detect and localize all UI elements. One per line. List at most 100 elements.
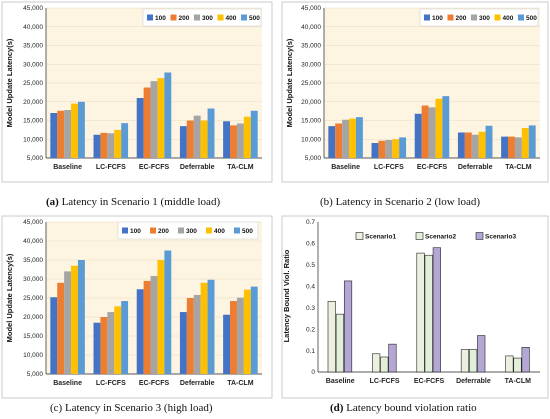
caption-text: (c) Latency in Scenario 3 (high load) xyxy=(50,402,213,414)
bar-lc-fcfs-200 xyxy=(100,317,108,374)
bar-lc-fcfs-500 xyxy=(399,137,407,158)
bar-baseline-100 xyxy=(328,126,336,158)
panel-frame xyxy=(281,215,549,399)
y-tick-label: 0.3 xyxy=(306,305,315,312)
bar-lc-fcfs-200 xyxy=(378,140,386,158)
caption: (d) Latency bound violation ratio xyxy=(330,402,477,414)
y-tick-label: 0.5 xyxy=(306,262,315,269)
legend-swatch xyxy=(217,14,224,21)
x-category-label: LC-FCFS xyxy=(370,378,400,385)
legend-a: 100 200 300 400 500 xyxy=(142,8,262,27)
bar-baseline-200 xyxy=(335,123,343,158)
y-tick-label: 30,000 xyxy=(23,61,43,68)
bar-ta-clm-300 xyxy=(236,123,244,158)
bar-ec-fcfs-100 xyxy=(136,289,144,374)
legend-swatch xyxy=(194,14,200,21)
bar-baseline-300 xyxy=(64,271,72,374)
legend-swatch xyxy=(475,232,484,240)
caption-label: (d) xyxy=(330,402,344,414)
bar-deferrable-300 xyxy=(193,294,201,374)
bar-ec-fcfs-400 xyxy=(435,98,443,158)
y-tick-label: 45,000 xyxy=(23,219,43,226)
bar-ta-clm-400 xyxy=(243,116,251,158)
legend-swatch xyxy=(424,14,430,21)
legend-swatch xyxy=(206,227,212,234)
bar-ec-fcfs-scenario2 xyxy=(424,254,433,373)
x-category-label: EC-FCFS xyxy=(139,164,170,171)
legend-box xyxy=(419,8,539,27)
y-tick-label: 25,000 xyxy=(301,80,321,87)
x-category-label: TA-CLM xyxy=(505,378,531,385)
bar-lc-fcfs-200 xyxy=(100,132,108,158)
bar-baseline-300 xyxy=(64,110,72,158)
y-tick-label: 45,000 xyxy=(301,5,321,12)
caption-text: Latency in Scenario 1 (middle load) xyxy=(59,196,221,208)
bar-ec-fcfs-300 xyxy=(428,107,436,158)
legend-swatch xyxy=(122,227,128,234)
bar-ta-clm-400 xyxy=(243,289,251,374)
bar-deferrable-300 xyxy=(193,115,201,158)
bar-deferrable-400 xyxy=(200,282,208,374)
bar-lc-fcfs-scenario3 xyxy=(388,343,397,373)
legend-swatch xyxy=(150,227,156,234)
bar-ec-fcfs-200 xyxy=(143,87,151,158)
legend-label-100: 100 xyxy=(130,228,141,235)
caption-text: Latency bound violation ratio xyxy=(343,402,477,414)
y-tick-label: 35,000 xyxy=(23,257,43,264)
legend-label-scenario1: Scenario1 xyxy=(365,233,396,240)
legend-swatch xyxy=(415,232,424,240)
legend-label-100: 100 xyxy=(432,15,443,22)
y-tick-label: 5,000 xyxy=(27,155,44,162)
legend-swatch xyxy=(234,227,240,234)
x-category-label: EC-FCFS xyxy=(414,378,445,385)
bar-lc-fcfs-300 xyxy=(107,312,115,374)
legend-label-200: 200 xyxy=(179,15,190,22)
bar-lc-fcfs-scenario1 xyxy=(372,353,381,373)
bar-ta-clm-500 xyxy=(250,110,258,158)
bar-baseline-scenario2 xyxy=(335,313,344,373)
bar-lc-fcfs-100 xyxy=(371,143,379,158)
bar-ec-fcfs-300 xyxy=(150,275,158,374)
legend-label-500: 500 xyxy=(249,15,260,22)
bar-ta-clm-200 xyxy=(230,125,237,158)
y-tick-label: 20,000 xyxy=(301,99,321,106)
y-tick-label: 30,000 xyxy=(23,276,43,283)
x-category-label: LC-FCFS xyxy=(96,164,126,171)
y-tick-label: 20,000 xyxy=(23,314,43,321)
bar-ec-fcfs-200 xyxy=(143,280,151,374)
bar-baseline-200 xyxy=(57,110,65,158)
legend-label-300: 300 xyxy=(186,228,197,235)
legend-d: Scenario1 Scenario2 Scenario3 xyxy=(355,232,516,240)
bar-baseline-300 xyxy=(342,119,350,158)
bar-ta-clm-100 xyxy=(223,121,231,158)
y-axis-label: Model Update Latency(s) xyxy=(285,38,294,127)
bar-ta-clm-300 xyxy=(514,137,522,158)
chart-panel-3: 5,000 10,000 15,000 20,000 25,000 30,000 35,00… xyxy=(1,215,273,414)
bar-ec-fcfs-scenario1 xyxy=(416,252,425,373)
legend-label-100: 100 xyxy=(155,15,166,22)
bar-baseline-200 xyxy=(57,282,65,374)
legend-box xyxy=(142,8,262,27)
bar-deferrable-100 xyxy=(457,132,465,158)
bar-ta-clm-200 xyxy=(508,136,515,158)
x-category-label: Deferrable xyxy=(180,164,215,171)
bar-deferrable-100 xyxy=(179,312,187,374)
x-category-label: Baseline xyxy=(331,164,360,171)
bar-ec-fcfs-200 xyxy=(421,105,429,158)
bar-ec-fcfs-500 xyxy=(164,250,172,374)
y-tick-label: 5,000 xyxy=(27,371,44,378)
bar-lc-fcfs-scenario2 xyxy=(380,356,389,373)
legend-swatch xyxy=(355,232,364,240)
y-tick-label: 30,000 xyxy=(301,61,321,68)
bar-lc-fcfs-400 xyxy=(114,129,122,158)
legend-label-500: 500 xyxy=(242,228,253,235)
y-tick-label: 0.7 xyxy=(306,219,315,226)
bar-ec-fcfs-100 xyxy=(414,113,422,158)
caption: (b) Latency in Scenario 2 (low load) xyxy=(320,196,480,208)
caption-text: (b) Latency in Scenario 2 (low load) xyxy=(320,196,480,208)
bar-deferrable-200 xyxy=(464,132,472,158)
legend-label-400: 400 xyxy=(503,15,514,22)
legend-swatch xyxy=(447,14,454,21)
y-axis-label: Latency Bound Viol. Ratio xyxy=(282,249,291,342)
bar-lc-fcfs-300 xyxy=(107,133,115,158)
